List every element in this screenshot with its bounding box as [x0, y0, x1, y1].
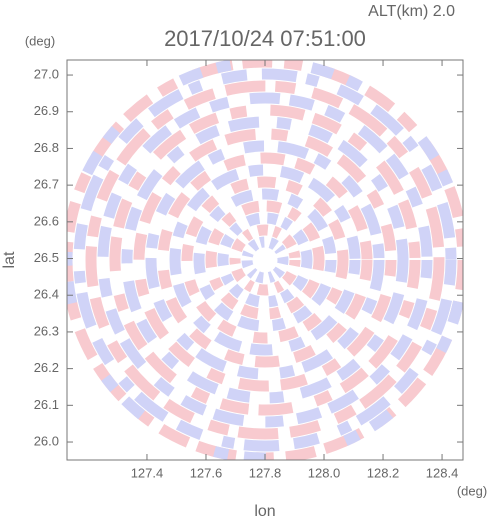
x-axis-label: lon	[254, 503, 275, 520]
y-tick-label: 26.1	[34, 397, 59, 412]
x-tick-label: 127.6	[190, 465, 223, 480]
y-tick-label: 26.7	[34, 177, 59, 192]
chart-title: 2017/10/24 07:51:00	[164, 26, 366, 51]
y-tick-label: 27.0	[34, 66, 59, 81]
x-tick-label: 127.4	[131, 465, 164, 480]
y-unit: (deg)	[25, 33, 55, 48]
x-tick-label: 128.2	[367, 465, 400, 480]
y-tick-label: 26.8	[34, 140, 59, 155]
y-tick-label: 26.3	[34, 323, 59, 338]
y-tick-label: 26.4	[34, 287, 59, 302]
altitude-label: ALT(km) 2.0	[368, 3, 455, 20]
radar-field	[67, 60, 463, 460]
x-unit: (deg)	[457, 483, 487, 498]
x-tick-label: 128.0	[308, 465, 341, 480]
y-axis-label: lat	[1, 251, 18, 268]
x-tick-label: 128.4	[426, 465, 459, 480]
y-tick-label: 26.0	[34, 433, 59, 448]
y-tick-label: 26.9	[34, 103, 59, 118]
y-tick-label: 26.2	[34, 360, 59, 375]
y-tick-label: 26.5	[34, 250, 59, 265]
y-tick-label: 26.6	[34, 213, 59, 228]
x-tick-label: 127.8	[249, 465, 282, 480]
